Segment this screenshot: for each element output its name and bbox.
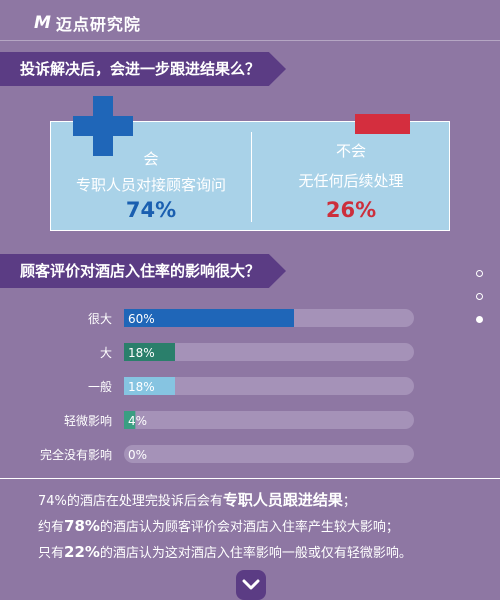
category-label: 轻微影响 [64, 413, 112, 428]
bar-track [124, 411, 414, 429]
summary-text: 74%的酒店在处理完投诉后会有专职人员跟进结果； 约有78%的酒店认为顾客评价会… [38, 488, 488, 566]
bar-track [124, 377, 414, 395]
follow-up-no: 不会 无任何后续处理 26% [251, 122, 451, 232]
page-dot-1[interactable] [476, 270, 483, 277]
bar [124, 343, 175, 361]
header-divider [0, 40, 500, 41]
yes-percent: 74% [125, 198, 177, 222]
value-label: 60% [128, 312, 155, 326]
category-label: 很大 [88, 312, 112, 326]
summary-divider [0, 478, 500, 479]
section1-title-banner: 投诉解决后，会进一步跟进结果么？ [0, 52, 286, 86]
bar-track [124, 445, 414, 463]
section1-title: 投诉解决后，会进一步跟进结果么？ [20, 60, 261, 78]
logo-text: 迈点研究院 [55, 15, 141, 34]
value-label: 18% [128, 380, 155, 394]
section2-title-banner: 顾客评价对酒店入住率的影响很大？ [0, 254, 286, 288]
bar [124, 309, 294, 327]
bar [124, 411, 136, 429]
card-divider [251, 132, 252, 222]
page-dot-3-active[interactable] [476, 316, 483, 323]
logo-mark: M [34, 13, 52, 33]
follow-up-yes: 会 专职人员对接顾客询问 74% [51, 122, 251, 232]
section2-title: 顾客评价对酒店入住率的影响很大？ [20, 262, 261, 280]
impact-bar-chart: 很大 60% 大 18% 一般 18% 轻微影响 4% 完全没有影响 0% [40, 309, 414, 463]
page-dot-2[interactable] [476, 293, 483, 300]
no-description: 无任何后续处理 [298, 172, 404, 190]
value-label: 4% [128, 414, 147, 428]
yes-description: 专职人员对接顾客询问 [75, 176, 226, 194]
plus-icon [73, 96, 133, 156]
minus-icon [355, 114, 410, 134]
no-label: 不会 [335, 142, 366, 160]
category-label: 一般 [88, 379, 112, 394]
summary-line-3: 只有22%的酒店认为这对酒店入住率影响一般或仅有轻微影响。 [38, 543, 412, 561]
follow-up-card: 会 专职人员对接顾客询问 74% 不会 无任何后续处理 26% [50, 121, 450, 231]
next-page-button[interactable] [236, 570, 266, 600]
category-label: 大 [100, 346, 112, 360]
summary-line-2: 约有78%的酒店认为顾客评价会对酒店入住率产生较大影响； [38, 517, 399, 535]
chevron-down-icon [242, 579, 260, 590]
summary-line-1: 74%的酒店在处理完投诉后会有专职人员跟进结果； [38, 491, 356, 509]
value-label: 0% [128, 448, 147, 462]
yes-label: 会 [143, 150, 159, 168]
brand-logo: M 迈点研究院 [34, 11, 141, 35]
no-percent: 26% [325, 198, 377, 222]
bar-track [124, 343, 414, 361]
value-label: 18% [128, 346, 155, 360]
bar [124, 377, 175, 395]
category-label: 完全没有影响 [40, 447, 112, 462]
